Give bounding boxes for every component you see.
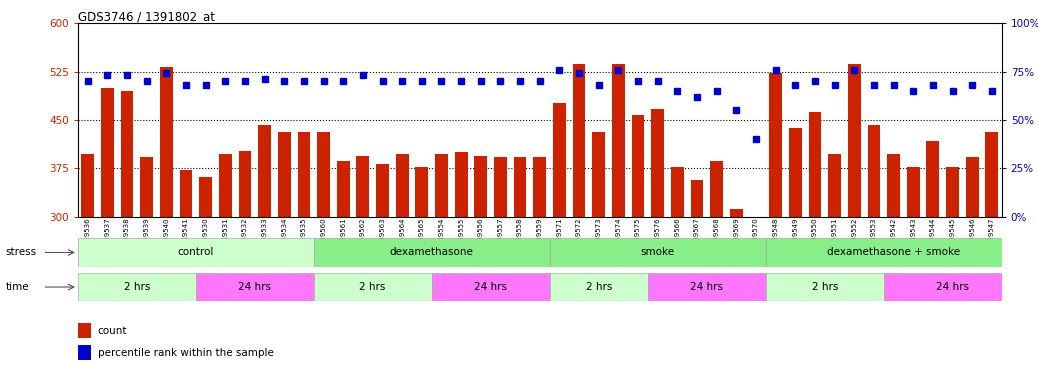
Bar — [648, 273, 766, 301]
Bar — [766, 238, 1021, 267]
Bar — [947, 167, 959, 217]
Bar — [140, 157, 153, 217]
Bar — [78, 273, 196, 301]
Text: time: time — [5, 282, 29, 292]
Bar — [927, 141, 939, 217]
Bar — [78, 323, 90, 338]
Bar — [356, 156, 370, 217]
Text: 24 hrs: 24 hrs — [690, 282, 723, 292]
Text: 24 hrs: 24 hrs — [239, 282, 271, 292]
Bar — [848, 64, 861, 217]
Bar — [318, 132, 330, 217]
Bar — [549, 238, 766, 267]
Bar — [494, 157, 507, 217]
Text: stress: stress — [5, 247, 36, 258]
Bar — [690, 180, 704, 217]
Bar — [965, 157, 979, 217]
Bar — [78, 346, 90, 360]
Bar — [313, 273, 432, 301]
Text: 2 hrs: 2 hrs — [812, 282, 838, 292]
Bar — [313, 238, 549, 267]
Bar — [769, 73, 782, 217]
Bar — [573, 64, 585, 217]
Bar — [455, 152, 467, 217]
Bar — [593, 132, 605, 217]
Bar — [985, 132, 999, 217]
Bar — [81, 154, 94, 217]
Bar — [376, 164, 389, 217]
Text: dexamethasone + smoke: dexamethasone + smoke — [827, 247, 960, 258]
Bar — [395, 154, 409, 217]
Bar — [883, 273, 1021, 301]
Bar — [868, 125, 880, 217]
Text: 24 hrs: 24 hrs — [936, 282, 969, 292]
Bar — [78, 238, 313, 267]
Text: count: count — [98, 326, 128, 336]
Bar — [749, 217, 762, 345]
Text: 24 hrs: 24 hrs — [474, 282, 508, 292]
Bar — [549, 273, 648, 301]
Bar — [632, 116, 645, 217]
Text: control: control — [177, 247, 214, 258]
Bar — [160, 67, 172, 217]
Bar — [199, 177, 212, 217]
Bar — [432, 273, 549, 301]
Text: 2 hrs: 2 hrs — [124, 282, 151, 292]
Bar — [474, 156, 487, 217]
Bar — [336, 161, 350, 217]
Text: 2 hrs: 2 hrs — [585, 282, 612, 292]
Bar — [766, 273, 883, 301]
Bar — [671, 167, 684, 217]
Text: smoke: smoke — [640, 247, 675, 258]
Text: 2 hrs: 2 hrs — [359, 282, 386, 292]
Bar — [907, 167, 920, 217]
Bar — [534, 157, 546, 217]
Text: GDS3746 / 1391802_at: GDS3746 / 1391802_at — [78, 10, 215, 23]
Bar — [239, 151, 251, 217]
Bar — [710, 161, 723, 217]
Bar — [298, 132, 310, 217]
Bar — [828, 154, 841, 217]
Bar — [101, 88, 114, 217]
Bar — [809, 112, 821, 217]
Bar — [180, 170, 192, 217]
Bar — [120, 91, 133, 217]
Bar — [553, 103, 566, 217]
Bar — [789, 128, 801, 217]
Bar — [612, 64, 625, 217]
Bar — [219, 154, 231, 217]
Bar — [514, 157, 526, 217]
Bar — [887, 154, 900, 217]
Bar — [730, 209, 743, 217]
Text: percentile rank within the sample: percentile rank within the sample — [98, 348, 274, 358]
Bar — [258, 125, 271, 217]
Bar — [196, 273, 313, 301]
Bar — [435, 154, 447, 217]
Bar — [651, 109, 664, 217]
Text: dexamethasone: dexamethasone — [389, 247, 473, 258]
Bar — [415, 167, 429, 217]
Bar — [278, 132, 291, 217]
